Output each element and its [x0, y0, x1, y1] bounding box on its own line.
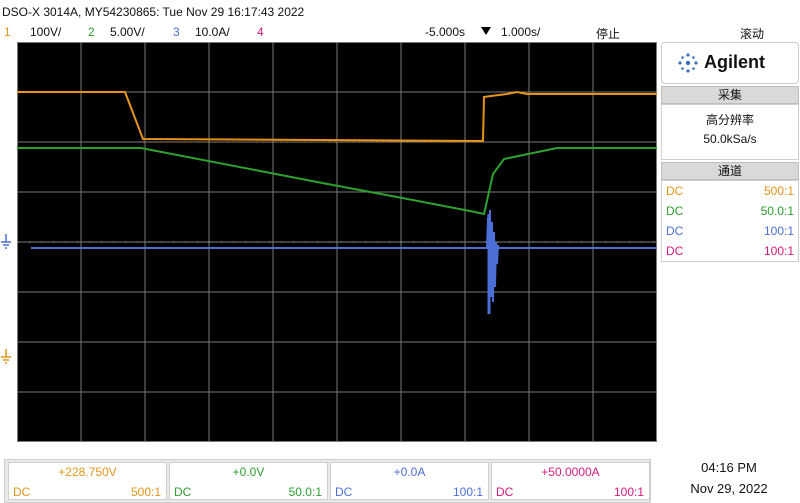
ch1-summary[interactable]: +228.750V DC 500:1 — [8, 462, 167, 500]
channel-row-3[interactable]: DC 100:1 — [662, 221, 798, 241]
ch1-coupling: DC — [13, 485, 31, 499]
ch3-number[interactable]: 3 — [173, 25, 180, 39]
ch2-summary[interactable]: +0.0V DC 50.0:1 — [169, 462, 328, 500]
clock: 04:16 PM Nov 29, 2022 — [660, 460, 798, 496]
acquisition-box[interactable]: 高分辨率 50.0kSa/s — [661, 104, 799, 160]
channel-coupling: DC — [666, 204, 684, 218]
ch1-number[interactable]: 1 — [4, 25, 11, 39]
waveform-svg — [17, 42, 657, 442]
channel-probe: 50.0:1 — [760, 204, 794, 218]
ch2-offset: +0.0V — [232, 465, 265, 479]
ch4-coupling: DC — [496, 485, 514, 499]
clock-date: Nov 29, 2022 — [690, 481, 768, 496]
ch1-probe: 500:1 — [130, 485, 161, 499]
channel-coupling: DC — [666, 244, 684, 258]
ch3-coupling: DC — [335, 485, 353, 499]
acquisition-mode: 高分辨率 — [705, 113, 754, 127]
brand-name: Agilent — [704, 52, 765, 72]
channel-row-4[interactable]: DC 100:1 — [662, 241, 798, 261]
channel-coupling: DC — [666, 224, 684, 238]
timebase-value[interactable]: 1.000s/ — [501, 25, 541, 39]
trigger-position-icon — [481, 27, 491, 35]
ch1-offset: +228.750V — [58, 465, 117, 479]
ch2-coupling: DC — [174, 485, 192, 499]
channel-summary-bar: +228.750V DC 500:1 +0.0V DC 50.0:1 +0.0A… — [4, 459, 651, 503]
ch1-trace — [17, 90, 657, 143]
ch1-scale[interactable]: 100V/ — [30, 25, 62, 39]
ch3-scale[interactable]: 10.0A/ — [195, 25, 230, 39]
agilent-spark-icon — [678, 53, 698, 73]
graticule — [17, 42, 657, 442]
ch4-offset: +50.0000A — [541, 465, 600, 479]
ground-icon — [1, 234, 11, 249]
ch2-scale[interactable]: 5.00V/ — [110, 25, 145, 39]
channel-probe: 100:1 — [763, 244, 794, 258]
ch3-offset: +0.0A — [393, 465, 426, 479]
ground-icon — [1, 349, 11, 364]
channel-probe: 100:1 — [763, 224, 794, 238]
channel-row-1[interactable]: DC 500:1 — [662, 181, 798, 201]
ch4-number[interactable]: 4 — [257, 25, 264, 39]
side-panel: Agilent 采集 高分辨率 50.0kSa/s 通道 DC 500:1 DC… — [661, 42, 799, 262]
instrument-title: DSO-X 3014A, MY54230865: Tue Nov 29 16:1… — [2, 5, 305, 19]
ch4-summary[interactable]: +50.0000A DC 100:1 — [491, 462, 650, 500]
run-state[interactable]: 停止 — [596, 27, 621, 41]
acquisition-header: 采集 — [661, 86, 799, 104]
clock-time: 04:16 PM — [701, 460, 757, 475]
ch2-trace — [17, 147, 657, 216]
ch3-probe: 100:1 — [452, 485, 483, 499]
channel-bar: 1 100V/ 2 5.00V/ 3 10.0A/ 4 -5.000s 1.00… — [0, 22, 800, 41]
ch3-trace — [31, 209, 657, 314]
ch1-ground-marker — [0, 349, 12, 368]
ch2-number[interactable]: 2 — [88, 25, 95, 39]
acq-mode-roll[interactable]: 滚动 — [740, 27, 765, 41]
channels-header: 通道 — [661, 162, 799, 180]
ch2-probe: 50.0:1 — [288, 485, 322, 499]
sample-rate: 50.0kSa/s — [703, 132, 757, 146]
waveform-display[interactable] — [17, 42, 657, 442]
brand-logo: Agilent — [661, 42, 799, 84]
channel-probe: 500:1 — [763, 184, 794, 198]
ch3-ground-marker — [0, 234, 12, 253]
ch3-summary[interactable]: +0.0A DC 100:1 — [330, 462, 489, 500]
delay-value[interactable]: -5.000s — [425, 25, 466, 39]
title-bar: DSO-X 3014A, MY54230865: Tue Nov 29 16:1… — [0, 0, 800, 22]
channels-box[interactable]: DC 500:1 DC 50.0:1 DC 100:1 DC 100:1 — [661, 180, 799, 262]
channel-coupling: DC — [666, 184, 684, 198]
ch4-probe: 100:1 — [613, 485, 644, 499]
channel-row-2[interactable]: DC 50.0:1 — [662, 201, 798, 221]
